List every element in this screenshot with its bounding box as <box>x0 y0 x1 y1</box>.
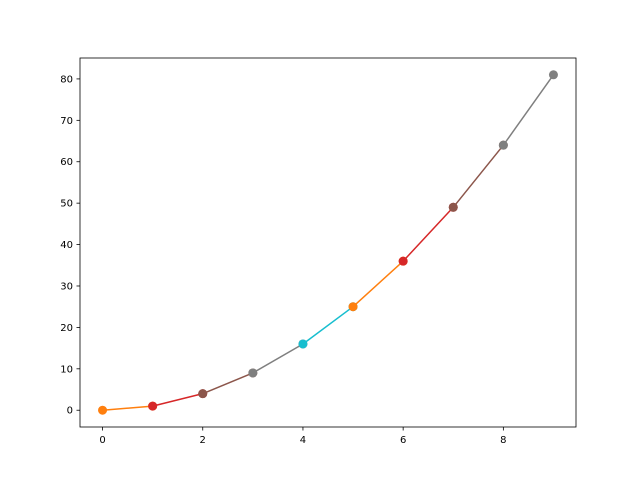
y-tick-label: 20 <box>60 323 73 334</box>
axes-frame <box>79 57 577 428</box>
data-point <box>448 202 458 212</box>
y-tick-label: 10 <box>60 364 73 375</box>
y-tick-label: 0 <box>67 406 73 417</box>
y-tick-label: 40 <box>60 240 73 251</box>
data-point <box>298 339 308 349</box>
line-segment <box>352 260 404 308</box>
line-segment <box>302 306 354 345</box>
data-point <box>98 405 108 415</box>
x-tick-label: 2 <box>200 435 206 446</box>
data-point <box>398 256 408 266</box>
x-tick-label: 4 <box>300 435 306 446</box>
line-segment <box>152 392 203 407</box>
y-tick-label: 70 <box>60 116 73 127</box>
data-point <box>348 302 358 312</box>
data-point <box>548 70 558 80</box>
data-point <box>198 389 208 399</box>
line-segment <box>252 343 304 374</box>
x-axis: 0 2 4 6 8 <box>99 427 507 446</box>
line-segment <box>102 405 153 411</box>
data-point <box>498 140 508 150</box>
y-tick-label: 50 <box>60 199 73 210</box>
line-segment <box>452 144 504 208</box>
line-segment <box>402 206 454 262</box>
plot-area <box>98 70 558 415</box>
line-segment <box>502 74 555 146</box>
y-axis: 0 10 20 30 40 50 60 70 80 <box>60 74 80 417</box>
y-tick-label: 80 <box>60 74 73 85</box>
x-tick-label: 6 <box>400 435 406 446</box>
data-point <box>248 368 258 378</box>
data-point <box>148 401 158 411</box>
x-tick-label: 0 <box>99 435 105 446</box>
y-tick-label: 60 <box>60 157 73 168</box>
y-tick-label: 30 <box>60 281 73 292</box>
x-tick-label: 8 <box>500 435 506 446</box>
line-segment <box>202 372 254 395</box>
